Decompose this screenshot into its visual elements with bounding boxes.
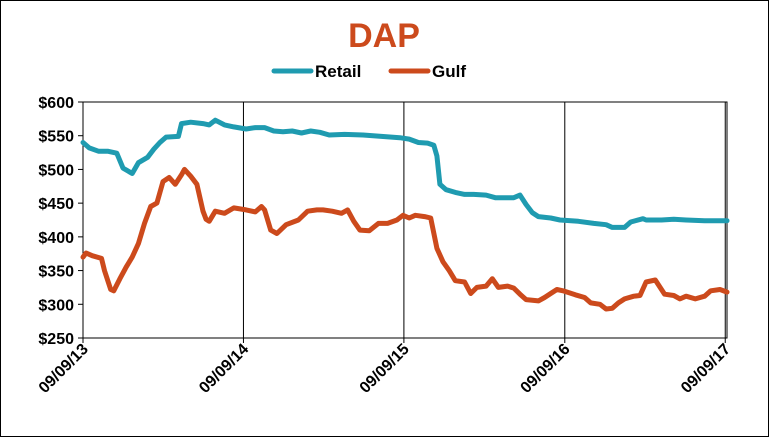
legend: Retail Gulf — [271, 62, 466, 81]
legend-item-retail: Retail — [271, 62, 361, 81]
x-tick-label: 09/09/15 — [357, 341, 413, 397]
series-group — [80, 117, 730, 312]
y-tick-label: $350 — [38, 264, 74, 281]
y-tick-label: $250 — [38, 331, 74, 348]
x-tick-label: 09/09/16 — [518, 341, 574, 397]
legend-label: Gulf — [432, 62, 466, 81]
x-axis-ticks: 09/09/13 09/09/14 09/09/15 09/09/16 09/09/17 — [36, 341, 734, 397]
series-line-retail — [80, 117, 730, 230]
x-tick-label: 09/09/14 — [196, 341, 252, 397]
y-tick-label: $400 — [38, 230, 74, 247]
chart-title: DAP — [348, 17, 420, 55]
series-line-gulf — [80, 166, 730, 312]
y-tick-label: $450 — [38, 196, 74, 213]
legend-item-gulf: Gulf — [388, 62, 466, 81]
y-tick-label: $300 — [38, 297, 74, 314]
x-tick-label: 09/09/13 — [36, 341, 92, 397]
legend-label: Retail — [315, 62, 361, 81]
x-tick-label: 09/09/17 — [678, 341, 734, 397]
y-tick-label: $500 — [38, 162, 74, 179]
y-tick-label: $600 — [38, 95, 74, 112]
y-axis-ticks: $250 $300 $350 $400 $450 $500 $550 $600 — [38, 95, 74, 348]
y-tick-label: $550 — [38, 129, 74, 146]
